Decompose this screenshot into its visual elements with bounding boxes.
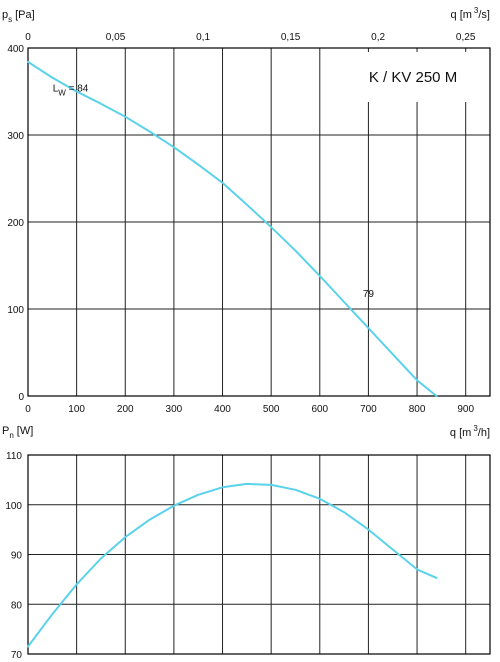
top-ytick-4: 400: [7, 44, 24, 55]
bottom-chart-ticks: 70 80 90 100 110: [5, 451, 22, 661]
bottom-ytick-2: 90: [11, 551, 23, 562]
top-xtick-bottom-0: 0: [25, 404, 31, 415]
annotation-main-0: L: [53, 84, 59, 95]
pressure-curve: [27, 60, 438, 397]
top-ytick-0: 0: [18, 392, 24, 403]
bottom-ylabel-sub: n: [9, 431, 13, 440]
title-box: [338, 52, 489, 102]
top-xlabel-main: q [m: [451, 9, 472, 21]
chart-title: K / KV 250 M: [369, 69, 457, 86]
top-xlabel: q [m 3/s]: [451, 6, 490, 21]
top-ytick-3: 300: [7, 131, 24, 142]
power-curve: [27, 482, 438, 648]
top-xtick-bottom-5: 500: [263, 404, 280, 415]
bottom-xlabel-sup: 3: [473, 424, 478, 433]
bottom-ytick-3: 100: [5, 501, 22, 512]
annotation-rest-0: = 84: [66, 84, 89, 95]
top-chart-ticks: 0 100 200 300 400 500 600 700 800 900 0 100 200 300 40…: [7, 32, 476, 415]
top-chart-frame: [27, 47, 491, 397]
top-xtick-top-2: 0,1: [196, 32, 210, 43]
top-xtick-bottom-3: 300: [166, 404, 183, 415]
top-xtick-top-4: 0,2: [371, 32, 385, 43]
top-xtick-top-5: 0,25: [456, 32, 476, 43]
top-xtick-bottom-2: 200: [117, 404, 134, 415]
top-xtick-top-3: 0,15: [281, 32, 301, 43]
bottom-ylabel: Pn [W]: [2, 425, 33, 440]
top-annotation-0: LW = 84: [53, 84, 89, 98]
top-annotations: LW = 84 79: [53, 84, 375, 300]
bottom-xlabel: q [m 3/h]: [450, 424, 490, 439]
bottom-ytick-0: 70: [11, 650, 23, 661]
bottom-ylabel-unit: [W]: [17, 425, 34, 437]
top-xtick-bottom-6: 600: [311, 404, 328, 415]
top-ytick-1: 100: [7, 305, 24, 316]
bottom-xlabel-main: q [m: [450, 427, 471, 439]
top-xtick-bottom-8: 800: [409, 404, 426, 415]
top-ytick-2: 200: [7, 218, 24, 229]
top-xtick-top-1: 0,05: [106, 32, 126, 43]
top-xtick-bottom-4: 400: [214, 404, 231, 415]
bottom-ytick-4: 110: [6, 451, 22, 462]
top-ylabel: ps [Pa]: [2, 9, 35, 24]
top-ylabel-unit: [Pa]: [15, 9, 35, 21]
top-ylabel-sub: s: [8, 15, 12, 24]
top-xlabel-sup: 3: [474, 6, 479, 15]
bottom-xlabel-unit: /h]: [478, 427, 490, 439]
top-xtick-bottom-9: 900: [457, 404, 474, 415]
annotation-main-1: 79: [363, 289, 375, 300]
top-xtick-bottom-7: 700: [360, 404, 377, 415]
top-ylabel-main: p: [2, 9, 8, 21]
top-xtick-top-0: 0: [25, 32, 31, 43]
bottom-ylabel-main: P: [2, 425, 9, 437]
top-xlabel-unit: /s]: [478, 9, 490, 21]
annotation-sub-0: W: [58, 89, 66, 98]
bottom-chart-frame: [27, 454, 491, 655]
top-xtick-bottom-1: 100: [68, 404, 85, 415]
top-annotation-1: 79: [363, 289, 375, 300]
bottom-ytick-1: 80: [11, 600, 23, 611]
